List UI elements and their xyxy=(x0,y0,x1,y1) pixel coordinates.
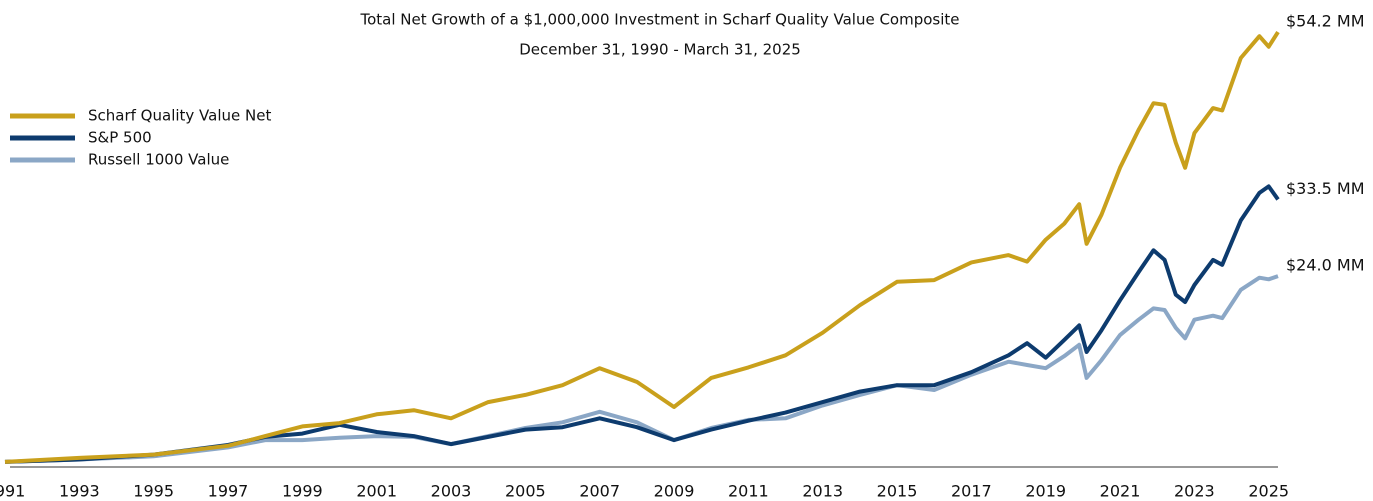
legend-label: Scharf Quality Value Net xyxy=(88,107,271,125)
legend-label: S&P 500 xyxy=(88,129,152,147)
chart-title: Total Net Growth of a $1,000,000 Investm… xyxy=(359,11,959,29)
x-tick-label: 1995 xyxy=(133,482,174,501)
series-line xyxy=(4,184,1280,464)
x-tick-label: 2005 xyxy=(505,482,546,501)
x-tick-label: 2025 xyxy=(1248,482,1289,501)
x-tick-label: 2023 xyxy=(1174,482,1215,501)
x-tick-label: 2017 xyxy=(951,482,992,501)
end-label: $54.2 MM xyxy=(1286,12,1365,31)
series-line xyxy=(4,274,1279,464)
end-label: $24.0 MM xyxy=(1286,256,1365,275)
x-tick-label: 2011 xyxy=(728,482,769,501)
series-line xyxy=(4,31,1280,464)
x-tick-label: 1993 xyxy=(59,482,100,501)
x-tick-label: 2015 xyxy=(877,482,918,501)
chart-subtitle: December 31, 1990 - March 31, 2025 xyxy=(519,41,801,59)
x-tick-label: 2007 xyxy=(579,482,620,501)
x-tick-label: 1991 xyxy=(0,482,25,501)
x-tick-label: 2003 xyxy=(431,482,472,501)
x-tick-label: 1997 xyxy=(208,482,249,501)
x-tick-label: 2021 xyxy=(1100,482,1141,501)
end-label: $33.5 MM xyxy=(1286,179,1365,198)
x-tick-label: 2009 xyxy=(654,482,695,501)
legend-label: Russell 1000 Value xyxy=(88,151,229,169)
x-tick-label: 2001 xyxy=(356,482,397,501)
x-tick-label: 2013 xyxy=(802,482,843,501)
x-tick-label: 2019 xyxy=(1025,482,1066,501)
x-tick-label: 1999 xyxy=(282,482,323,501)
